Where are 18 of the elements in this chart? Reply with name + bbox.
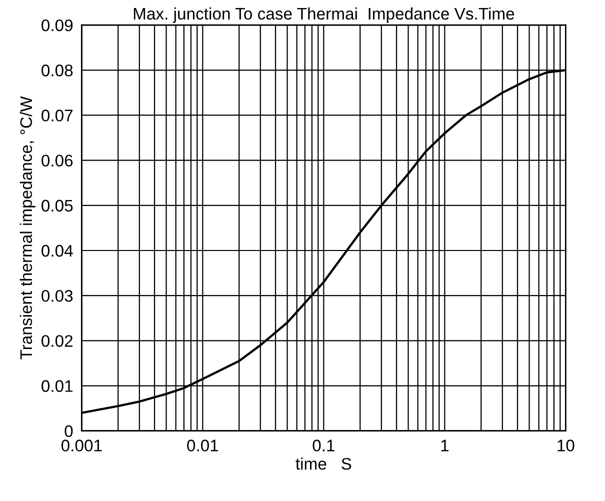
y-tick-label: 0.02 (42, 335, 73, 347)
y-tick-label: 0.03 (42, 290, 73, 302)
x-tick-label: 0.1 (312, 440, 334, 452)
y-tick-label: 0.05 (42, 200, 73, 212)
y-axis-title: Transient thermal impedance, °C/W (20, 96, 36, 360)
y-tick-label: 0 (64, 425, 73, 438)
x-tick-label: 1 (441, 440, 448, 452)
x-tick-label: 0.01 (187, 440, 218, 452)
y-tick-label: 0.04 (42, 244, 73, 257)
y-tick-label: 0.07 (42, 110, 73, 122)
x-tick-label: 0.001 (61, 440, 102, 452)
x-axis-title: time S (296, 458, 352, 470)
y-tick-label: 0.06 (42, 154, 73, 167)
x-tick-label: 10 (558, 440, 574, 452)
y-tick-label: 0.09 (42, 19, 73, 32)
y-tick-label: 0.08 (42, 64, 73, 76)
y-tick-label: 0.01 (42, 380, 73, 392)
chart-title: Max. junction To case Thermai Impedance Vs.Time (134, 7, 514, 23)
